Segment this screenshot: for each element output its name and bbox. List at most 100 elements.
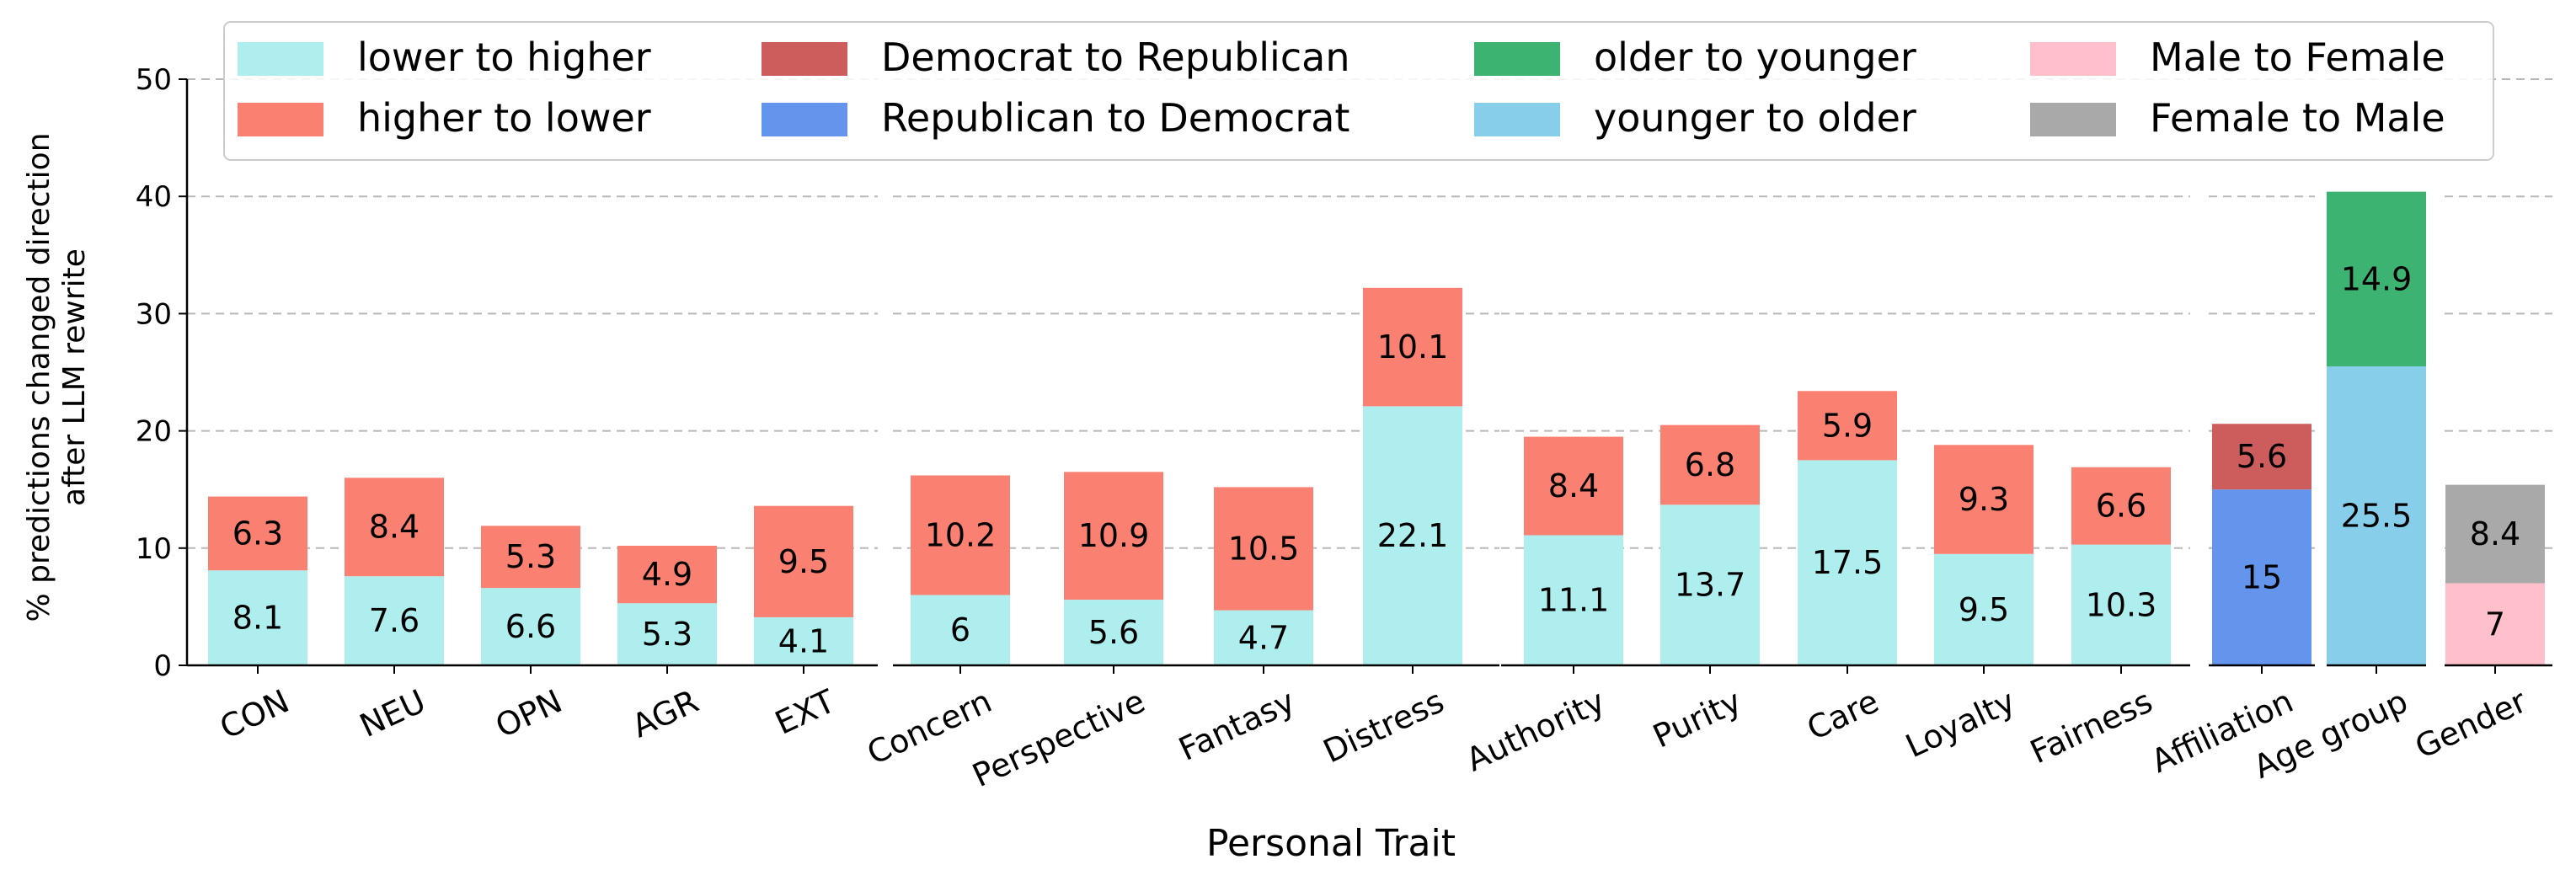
bar-neu-higher-lower: [345, 478, 444, 577]
bar-distress-lower-higher: [1363, 406, 1462, 665]
x-tick-label-neu: NEU: [354, 682, 430, 745]
data-label: 5.6: [1088, 614, 1139, 651]
bar-fairness-lower-higher: [2071, 544, 2171, 665]
x-tick-label-ext: EXT: [769, 682, 841, 742]
bar-fairness-higher-lower: [2071, 467, 2171, 545]
bar-gender-female-male: [2445, 484, 2545, 584]
bar-care-higher-lower: [1798, 391, 1897, 461]
data-label: 9.3: [1959, 481, 2009, 518]
y-tick-label: 30: [136, 297, 172, 331]
x-tick-label-gender: Gender: [2409, 682, 2532, 766]
data-label: 4.9: [642, 556, 692, 593]
bar-neu-lower-higher: [345, 576, 444, 665]
y-tick-label: 40: [136, 180, 172, 214]
bar-affiliation-dem-rep: [2212, 424, 2311, 490]
data-label: 10.1: [1377, 328, 1449, 366]
data-label: 5.3: [642, 616, 692, 653]
data-label: 15: [2242, 559, 2282, 596]
legend-label-younger-older: younger to older: [1594, 95, 1916, 141]
bar-con-lower-higher: [208, 570, 307, 665]
bar-loyalty-higher-lower: [1934, 445, 2034, 554]
data-label: 5.9: [1822, 407, 1873, 444]
data-label: 25.5: [2341, 498, 2413, 535]
x-tick-label-loyalty: Loyalty: [1900, 682, 2021, 765]
y-tick-label: 20: [136, 415, 172, 449]
x-tick-label-authority: Authority: [1461, 682, 1611, 778]
bar-care-lower-higher: [1798, 460, 1897, 665]
legend-label-rep-dem: Republican to Democrat: [881, 95, 1349, 141]
legend-swatch-dem-rep: [762, 42, 847, 76]
bar-fantasy-higher-lower: [1214, 487, 1313, 611]
bar-ext-higher-lower: [754, 505, 853, 617]
legend-label-higher-lower: higher to lower: [357, 95, 651, 141]
data-label: 7: [2485, 606, 2505, 643]
legend-swatch-older-younger: [1474, 42, 1560, 76]
data-label: 4.7: [1238, 619, 1289, 656]
legend-label-female-male: Female to Male: [2150, 95, 2445, 141]
legend-label-male-female: Male to Female: [2150, 35, 2445, 80]
x-tick-label-perspective: Perspective: [967, 682, 1151, 794]
data-label: 10.5: [1228, 530, 1300, 567]
data-label: 22.1: [1377, 517, 1449, 554]
data-label: 10.3: [2086, 586, 2157, 623]
data-label: 6.6: [505, 608, 556, 645]
data-label: 7.6: [369, 602, 420, 639]
data-label: 8.4: [2470, 515, 2520, 552]
x-tick-label-care: Care: [1801, 682, 1884, 747]
bar-opn-higher-lower: [481, 526, 580, 589]
y-axis-label-line2: after LLM rewrite: [57, 248, 92, 506]
bar-loyalty-lower-higher: [1934, 553, 2034, 665]
bar-con-higher-lower: [208, 496, 307, 571]
legend-swatch-higher-lower: [238, 103, 323, 136]
data-label: 8.4: [1548, 467, 1599, 504]
bar-fantasy-lower-higher: [1214, 610, 1313, 665]
legend-swatch-female-male: [2030, 103, 2116, 136]
data-label: 6.6: [2096, 488, 2146, 525]
x-tick-label-distress: Distress: [1317, 682, 1450, 770]
x-tick-label-fairness: Fairness: [2024, 682, 2157, 771]
y-axis-ticks: 0 10 20 30 40 50: [136, 63, 187, 683]
x-tick-label-con: CON: [214, 682, 295, 746]
x-tick-label-agr: AGR: [627, 682, 704, 745]
y-axis-label-line1: % predictions changed direction: [22, 132, 56, 622]
bar-affiliation-rep-dem: [2212, 489, 2311, 665]
data-label: 6: [950, 611, 970, 648]
bar-concern-lower-higher: [911, 595, 1010, 665]
bar-age-group-younger-older: [2327, 366, 2426, 665]
y-tick-label: 0: [153, 649, 172, 683]
y-tick-label: 10: [136, 532, 172, 566]
legend-label-older-younger: older to younger: [1594, 35, 1916, 80]
data-label: 17.5: [1812, 544, 1884, 581]
legend-swatch-younger-older: [1474, 103, 1560, 136]
bar-authority-lower-higher: [1524, 535, 1623, 665]
bar-distress-higher-lower: [1363, 287, 1462, 407]
data-label: 6.8: [1685, 446, 1735, 483]
bar-gender-male-female: [2445, 583, 2545, 665]
x-tick-label-opn: OPN: [490, 682, 568, 745]
legend-label-dem-rep: Democrat to Republican: [881, 35, 1349, 80]
bar-age-group-older-younger: [2327, 191, 2426, 367]
bar-agr-lower-higher: [617, 603, 717, 665]
x-axis-label: Personal Trait: [1206, 822, 1456, 865]
y-tick-label: 50: [136, 63, 172, 97]
legend: lower to higher higher to lower Democrat t…: [223, 21, 2494, 161]
legend-swatch-rep-dem: [762, 103, 847, 136]
bar-perspective-lower-higher: [1064, 600, 1163, 665]
bar-ext-lower-higher: [754, 616, 853, 665]
data-label: 5.6: [2237, 438, 2287, 475]
data-label: 11.1: [1538, 582, 1610, 619]
data-label: 10.9: [1078, 517, 1150, 554]
data-label: 9.5: [778, 543, 829, 580]
data-label: 9.5: [1959, 591, 2009, 628]
x-tick-label-purity: Purity: [1648, 682, 1747, 755]
data-label: 4.1: [778, 622, 829, 659]
legend-swatch-male-female: [2030, 42, 2116, 76]
data-label: 8.4: [369, 509, 420, 546]
bar-opn-lower-higher: [481, 588, 580, 665]
bar-perspective-higher-lower: [1064, 472, 1163, 600]
bar-agr-higher-lower: [617, 546, 717, 604]
bars: 8.1 6.3 7.6 8.4 6.6 5.3 5.3 4.9 4.1 9.5 6 10.2 5.6 10…: [208, 191, 2545, 665]
x-tick-label-fantasy: Fantasy: [1173, 682, 1301, 768]
